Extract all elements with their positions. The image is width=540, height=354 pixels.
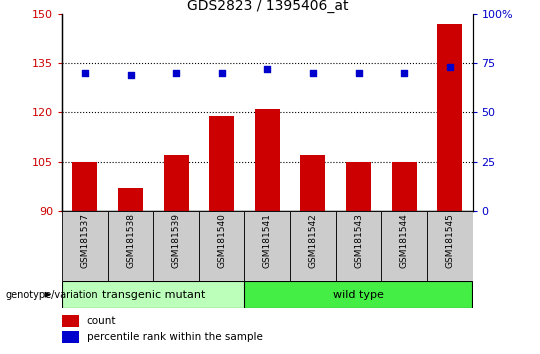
Point	[263, 66, 272, 72]
Point	[400, 70, 408, 76]
Bar	[153, 211, 199, 281]
Bar	[107, 211, 153, 281]
Text: GSM181545: GSM181545	[445, 213, 454, 268]
Bar	[199, 211, 245, 281]
Text: wild type: wild type	[333, 290, 384, 300]
Bar	[437, 24, 462, 211]
Text: GSM181540: GSM181540	[217, 213, 226, 268]
Bar	[300, 155, 326, 211]
Bar	[392, 161, 417, 211]
Text: genotype/variation: genotype/variation	[5, 290, 98, 300]
Bar	[62, 281, 245, 308]
Text: transgenic mutant: transgenic mutant	[102, 290, 205, 300]
Text: GSM181539: GSM181539	[172, 213, 180, 268]
Point	[218, 70, 226, 76]
Bar	[72, 161, 97, 211]
Bar	[245, 281, 472, 308]
Bar	[62, 331, 79, 343]
Bar	[255, 109, 280, 211]
Text: GSM181542: GSM181542	[308, 213, 318, 268]
Bar	[290, 211, 336, 281]
Point	[354, 70, 363, 76]
Bar	[62, 211, 107, 281]
Bar	[118, 188, 143, 211]
Text: GSM181544: GSM181544	[400, 213, 409, 268]
Title: GDS2823 / 1395406_at: GDS2823 / 1395406_at	[186, 0, 348, 13]
Bar	[427, 211, 472, 281]
Text: count: count	[87, 316, 116, 326]
Bar	[245, 211, 290, 281]
Bar	[346, 161, 371, 211]
Point	[126, 72, 135, 78]
Point	[308, 70, 317, 76]
Text: GSM181543: GSM181543	[354, 213, 363, 268]
Bar	[164, 155, 188, 211]
Point	[446, 64, 454, 70]
Text: GSM181538: GSM181538	[126, 213, 135, 268]
Bar	[381, 211, 427, 281]
Text: percentile rank within the sample: percentile rank within the sample	[87, 332, 262, 342]
Bar	[62, 315, 79, 327]
Text: GSM181541: GSM181541	[263, 213, 272, 268]
Bar	[336, 211, 381, 281]
Point	[172, 70, 180, 76]
Text: GSM181537: GSM181537	[80, 213, 90, 268]
Bar	[209, 116, 234, 211]
Point	[80, 70, 89, 76]
